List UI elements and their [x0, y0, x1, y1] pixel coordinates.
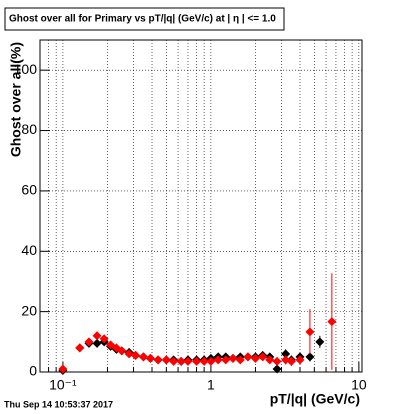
data-point [315, 337, 325, 347]
data-point [124, 349, 134, 359]
data-point [265, 355, 275, 365]
data-point [235, 355, 245, 365]
data-point [161, 355, 171, 365]
data-point [92, 338, 102, 348]
y-tick-label: 60 [21, 182, 37, 198]
data-point [286, 356, 296, 366]
timestamp: Thu Sep 14 10:53:37 2017 [4, 399, 113, 409]
data-point [176, 356, 186, 366]
data-point [99, 334, 109, 344]
data-point [192, 356, 202, 366]
data-point [221, 355, 231, 365]
x-tick-label: 1 [207, 377, 215, 393]
data-point [213, 355, 223, 365]
y-tick-label: 80 [21, 121, 37, 137]
chart-title: Ghost over all for Primary vs pT/|q| (Ge… [9, 14, 276, 25]
plot-frame [39, 39, 363, 373]
data-point [228, 353, 238, 363]
title-box [4, 7, 285, 31]
data-point [272, 364, 282, 374]
y-tick-label: 20 [21, 302, 37, 318]
data-point [117, 346, 127, 356]
data-point [92, 331, 102, 341]
data-point [131, 350, 141, 360]
data-point [153, 355, 163, 365]
data-point [199, 356, 209, 366]
y-tick-label: 40 [21, 242, 37, 258]
y-axis-label: Ghost over all(%) [8, 42, 24, 157]
data-point [258, 352, 268, 362]
data-point [305, 327, 315, 337]
data-point [169, 356, 179, 366]
x-tick-label: 10 [351, 377, 367, 393]
data-point [305, 352, 315, 362]
data-point [327, 317, 337, 327]
x-tick-label: 10⁻¹ [49, 377, 77, 393]
data-point [58, 364, 68, 374]
y-tick-label: 0 [29, 363, 37, 379]
data-point [183, 356, 193, 366]
data-point [138, 352, 148, 362]
data-point [84, 337, 94, 347]
data-point [295, 355, 305, 365]
data-point [145, 353, 155, 363]
data-point [75, 343, 85, 353]
data-point [281, 349, 291, 359]
data-point [272, 356, 282, 366]
data-point [206, 356, 216, 366]
x-axis-label: pT/|q| (GeV/c) [270, 391, 360, 407]
y-tick-label: 100 [14, 61, 38, 77]
data-point [250, 353, 260, 363]
data-point [243, 352, 253, 362]
